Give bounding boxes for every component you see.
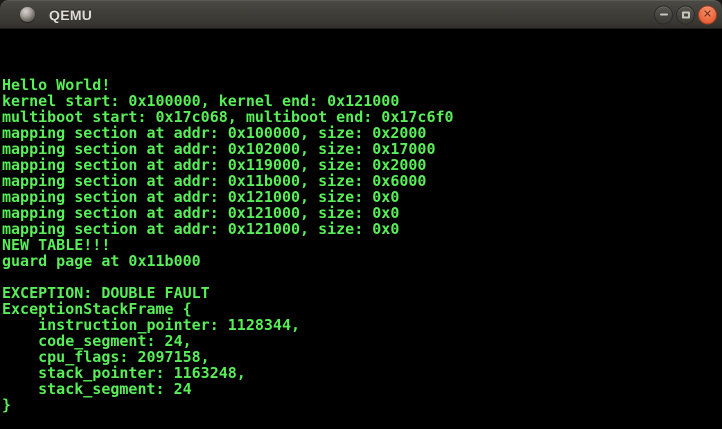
title-bar[interactable]: QEMU ✕	[0, 0, 722, 29]
window-controls: ✕	[654, 5, 717, 24]
terminal-line: }	[2, 396, 12, 414]
terminal-line: mapping section at addr: 0x121000, size:…	[2, 188, 400, 206]
terminal-line: mapping section at addr: 0x100000, size:…	[2, 124, 427, 142]
terminal-output[interactable]: Hello World! kernel start: 0x100000, kern…	[0, 29, 722, 429]
terminal-line: stack_pointer: 1163248,	[2, 364, 246, 382]
terminal-line: mapping section at addr: 0x121000, size:…	[2, 204, 400, 222]
terminal-line	[2, 29, 722, 45]
terminal-line	[2, 413, 722, 429]
terminal-line: ExceptionStackFrame {	[2, 300, 192, 318]
terminal-line	[2, 269, 722, 285]
maximize-icon	[681, 11, 690, 18]
maximize-button[interactable]	[676, 5, 695, 24]
terminal-line: EXCEPTION: DOUBLE FAULT	[2, 284, 210, 302]
window-title: QEMU	[49, 6, 93, 23]
terminal-line	[2, 61, 722, 77]
terminal-line: NEW TABLE!!!	[2, 236, 111, 254]
terminal-line: stack_segment: 24	[2, 380, 192, 398]
terminal-line: code_segment: 24,	[2, 332, 192, 350]
terminal-line	[2, 45, 722, 61]
close-button[interactable]: ✕	[698, 5, 717, 24]
terminal-line: mapping section at addr: 0x121000, size:…	[2, 220, 400, 238]
minimize-icon	[659, 13, 668, 16]
terminal-line: multiboot start: 0x17c068, multiboot end…	[2, 108, 454, 126]
app-icon	[20, 7, 35, 22]
terminal-line: Hello World!	[2, 76, 111, 94]
terminal-line: instruction_pointer: 1128344,	[2, 316, 301, 334]
terminal-line: cpu_flags: 2097158,	[2, 348, 210, 366]
terminal-line: mapping section at addr: 0x11b000, size:…	[2, 172, 427, 190]
terminal-line: guard page at 0x11b000	[2, 252, 201, 270]
close-icon: ✕	[702, 7, 713, 21]
terminal-line: kernel start: 0x100000, kernel end: 0x12…	[2, 92, 400, 110]
minimize-button[interactable]	[654, 5, 673, 24]
terminal-line: mapping section at addr: 0x119000, size:…	[2, 156, 427, 174]
terminal-line: mapping section at addr: 0x102000, size:…	[2, 140, 436, 158]
